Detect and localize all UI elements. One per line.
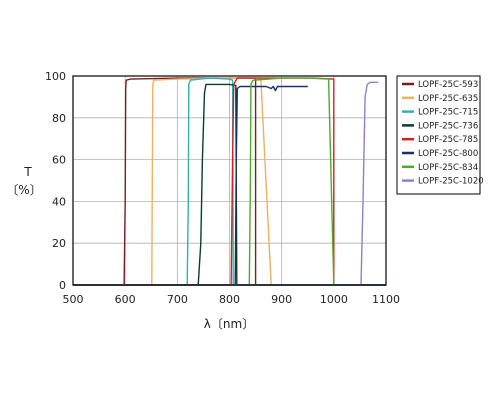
x-tick-label: 500 — [63, 293, 84, 306]
y-tick-label: 40 — [52, 195, 66, 208]
x-tick-label: 600 — [115, 293, 136, 306]
series-lines — [73, 77, 386, 286]
x-tick-labels: 500 600 700 800 900 1000 1100 — [63, 293, 401, 306]
legend-label: LOPF-25C-736 — [418, 121, 478, 131]
y-tick-label: 20 — [52, 237, 66, 250]
plot-frame — [72, 75, 387, 286]
y-tick-label: 60 — [52, 154, 66, 167]
x-tick-label: 1100 — [372, 293, 400, 306]
legend-label: LOPF-25C-593 — [418, 80, 478, 90]
legend-label: LOPF-25C-834 — [418, 163, 478, 173]
y-axis-label-unit: 〔%〕 — [6, 183, 41, 197]
y-tick-labels: 0 20 40 60 80 100 — [45, 70, 66, 292]
x-tick-label: 1000 — [320, 293, 348, 306]
series-line-lopf-25c-834 — [73, 77, 335, 286]
legend-box — [396, 75, 481, 195]
legend-label: LOPF-25C-1020 — [418, 177, 484, 187]
y-axis-label-symbol: T — [23, 165, 32, 179]
legend-label: LOPF-25C-800 — [418, 149, 478, 159]
y-tick-label: 0 — [59, 279, 66, 292]
x-tick-label: 700 — [167, 293, 188, 306]
series-line-lopf-25c-800 — [73, 85, 308, 286]
x-axis-label: λ〔nm〕 — [204, 317, 254, 331]
legend-label: LOPF-25C-715 — [418, 108, 478, 118]
y-tick-label: 100 — [45, 70, 66, 83]
x-tick-label: 900 — [271, 293, 292, 306]
legend-label: LOPF-25C-785 — [418, 135, 478, 145]
legend: LOPF-25C-593 LOPF-25C-635 LOPF-25C-715 LOPF… — [402, 80, 484, 187]
x-tick-label: 800 — [219, 293, 240, 306]
y-tick-label: 80 — [52, 112, 66, 125]
legend-label: LOPF-25C-635 — [418, 94, 478, 104]
